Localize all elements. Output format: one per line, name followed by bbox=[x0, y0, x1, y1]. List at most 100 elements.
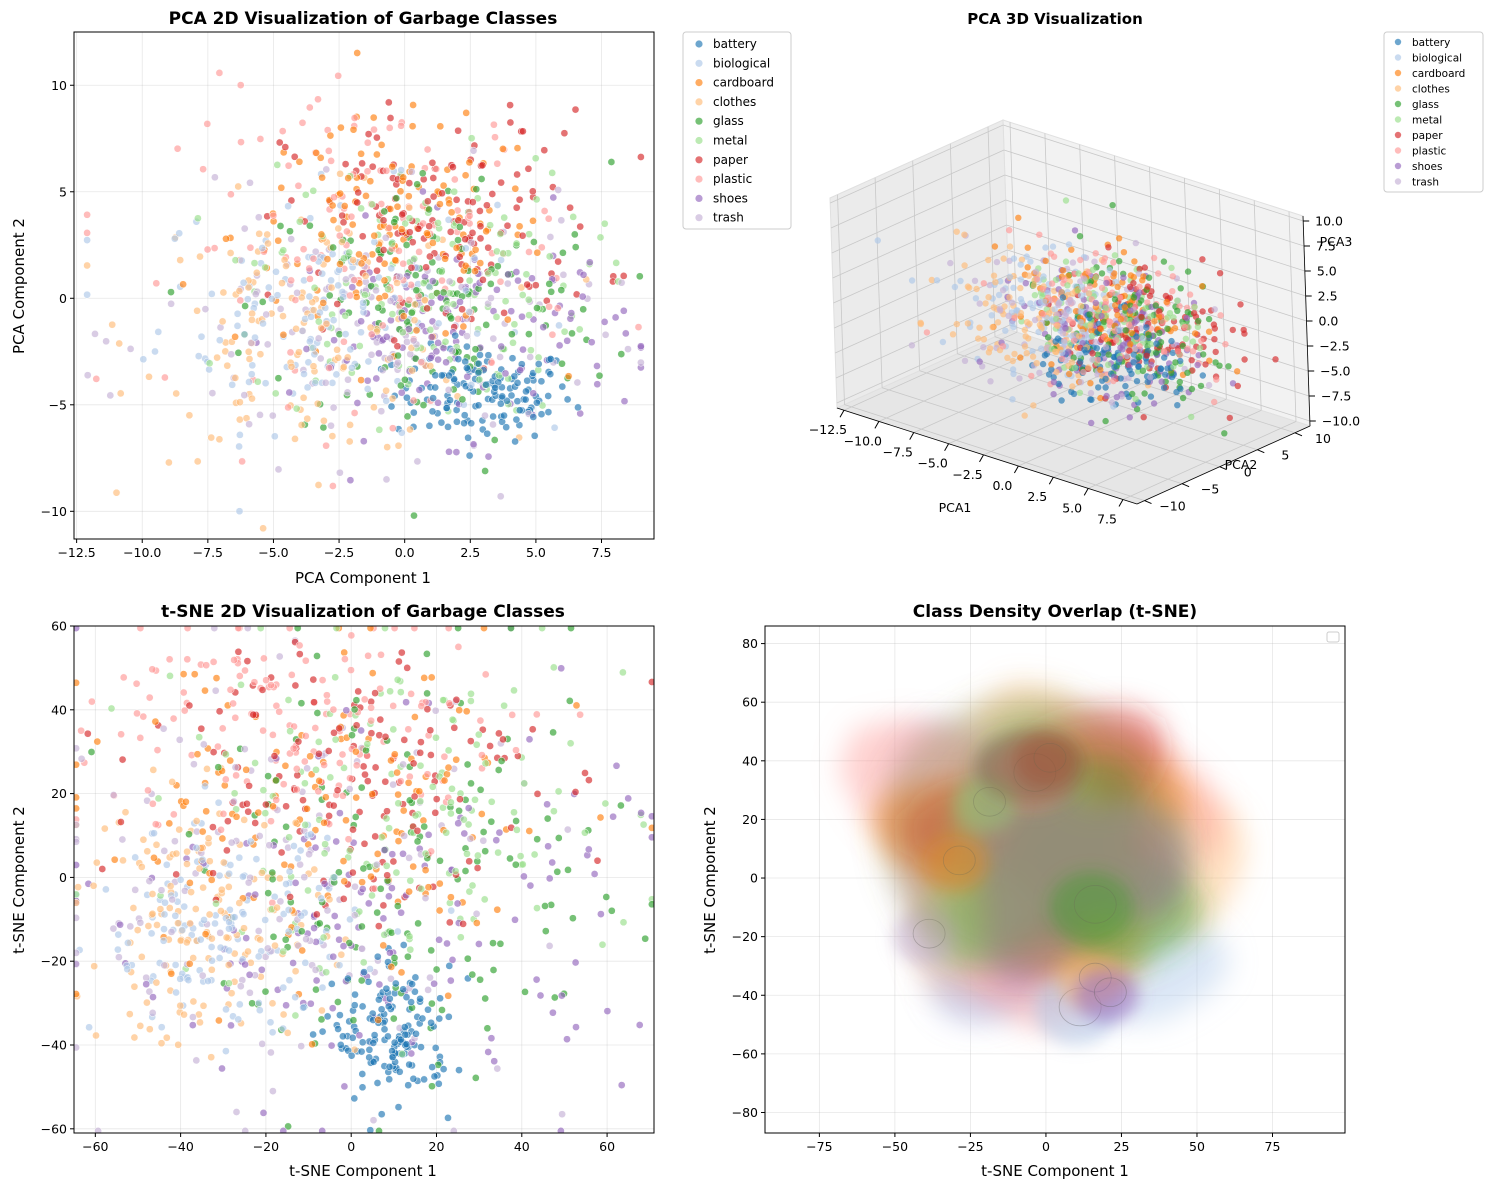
clothes-point bbox=[133, 926, 142, 934]
biological-point bbox=[235, 442, 243, 451]
metal-point bbox=[271, 389, 280, 398]
metal-point bbox=[332, 626, 341, 632]
x-tick-label: −10.0 bbox=[844, 433, 882, 448]
legend-marker-glass bbox=[1394, 100, 1402, 108]
biological-point bbox=[160, 925, 168, 933]
cardboard-point bbox=[218, 834, 227, 843]
battery-point bbox=[498, 392, 507, 401]
cardboard-point bbox=[387, 756, 395, 765]
metal-point bbox=[1089, 266, 1097, 274]
plastic-point bbox=[325, 364, 333, 372]
paper-point bbox=[407, 263, 416, 272]
battery-point bbox=[334, 1025, 342, 1033]
metal-point bbox=[451, 867, 460, 875]
glass-point bbox=[1116, 258, 1123, 265]
cardboard-point bbox=[513, 144, 522, 152]
cardboard-point bbox=[326, 131, 335, 140]
metal-point bbox=[1031, 292, 1039, 299]
cardboard-point bbox=[1119, 279, 1126, 286]
plastic-point bbox=[410, 626, 419, 632]
z-gridline bbox=[1003, 149, 1305, 247]
trash-point bbox=[1091, 258, 1098, 265]
shoes-point bbox=[340, 1082, 349, 1091]
x-tick-label: −40 bbox=[167, 1139, 193, 1154]
plastic-point bbox=[294, 181, 303, 190]
battery-point bbox=[1135, 363, 1142, 370]
clothes-point bbox=[318, 1006, 326, 1015]
metal-point bbox=[388, 310, 397, 318]
paper-point bbox=[1226, 414, 1234, 422]
biological-point bbox=[245, 378, 253, 386]
battery-point bbox=[399, 985, 408, 994]
shoes-point bbox=[379, 914, 388, 923]
x-tick-mark bbox=[909, 432, 915, 440]
shoes-point bbox=[637, 809, 645, 817]
metal-point bbox=[1170, 314, 1177, 321]
biological-point bbox=[444, 215, 453, 224]
trash-point bbox=[409, 336, 418, 345]
glass-point bbox=[362, 746, 370, 755]
shoes-point bbox=[976, 358, 983, 365]
shoes-point bbox=[445, 447, 453, 456]
cardboard-point bbox=[441, 329, 450, 338]
paper-point bbox=[386, 114, 395, 122]
biological-point bbox=[1123, 352, 1131, 360]
trash-point bbox=[300, 873, 309, 882]
plastic-point bbox=[363, 138, 372, 147]
paper-point bbox=[566, 203, 574, 212]
biological-point bbox=[1044, 289, 1051, 297]
glass-point bbox=[508, 330, 516, 339]
cardboard-point bbox=[447, 208, 456, 217]
shoes-point bbox=[611, 313, 620, 322]
clothes-point bbox=[268, 999, 277, 1008]
battery-point bbox=[429, 394, 437, 402]
cardboard-point bbox=[472, 919, 481, 927]
pca-2d-points bbox=[83, 49, 645, 533]
paper-point bbox=[449, 163, 457, 171]
trash-point bbox=[276, 897, 285, 906]
trash-point bbox=[400, 832, 409, 840]
glass-point bbox=[521, 988, 529, 996]
clothes-point bbox=[143, 847, 152, 856]
plastic-point bbox=[295, 641, 304, 650]
glass-point bbox=[476, 975, 484, 984]
glass-point bbox=[507, 626, 515, 632]
paper-point bbox=[258, 686, 267, 694]
battery-point bbox=[436, 994, 444, 1003]
clothes-point bbox=[217, 907, 225, 915]
y-tick-label: −20 bbox=[41, 954, 67, 969]
clothes-point bbox=[1077, 302, 1085, 310]
clothes-point bbox=[193, 457, 202, 466]
glass-point bbox=[1141, 390, 1148, 397]
plastic-point bbox=[1048, 280, 1056, 287]
biological-point bbox=[933, 277, 941, 284]
glass-point bbox=[1172, 359, 1179, 366]
clothes-point bbox=[1085, 290, 1093, 297]
metal-point bbox=[500, 213, 509, 222]
shoes-point bbox=[346, 476, 355, 485]
battery-point bbox=[1143, 324, 1150, 331]
plastic-point bbox=[352, 761, 361, 770]
shoes-point bbox=[620, 397, 629, 406]
plastic-point bbox=[275, 707, 284, 716]
shoes-point bbox=[557, 1127, 565, 1133]
trash-point bbox=[372, 286, 380, 295]
pca-2d-legend: batterybiologicalcardboardclothesglassme… bbox=[682, 31, 792, 230]
battery-point bbox=[1058, 397, 1065, 404]
glass-point bbox=[607, 158, 616, 166]
metal-point bbox=[516, 852, 525, 860]
glass-point bbox=[497, 757, 506, 765]
biological-point bbox=[207, 290, 216, 298]
shoes-point bbox=[364, 899, 373, 908]
glass-point bbox=[241, 302, 249, 310]
shoes-point bbox=[600, 318, 609, 326]
plastic-point bbox=[423, 770, 432, 779]
biological-point bbox=[317, 894, 326, 903]
clothes-point bbox=[1026, 320, 1033, 327]
metal-point bbox=[416, 797, 425, 806]
paper-point bbox=[426, 726, 435, 735]
battery-point bbox=[408, 980, 416, 988]
legend-marker-metal bbox=[695, 136, 703, 145]
metal-point bbox=[545, 252, 554, 261]
cardboard-point bbox=[461, 261, 470, 270]
